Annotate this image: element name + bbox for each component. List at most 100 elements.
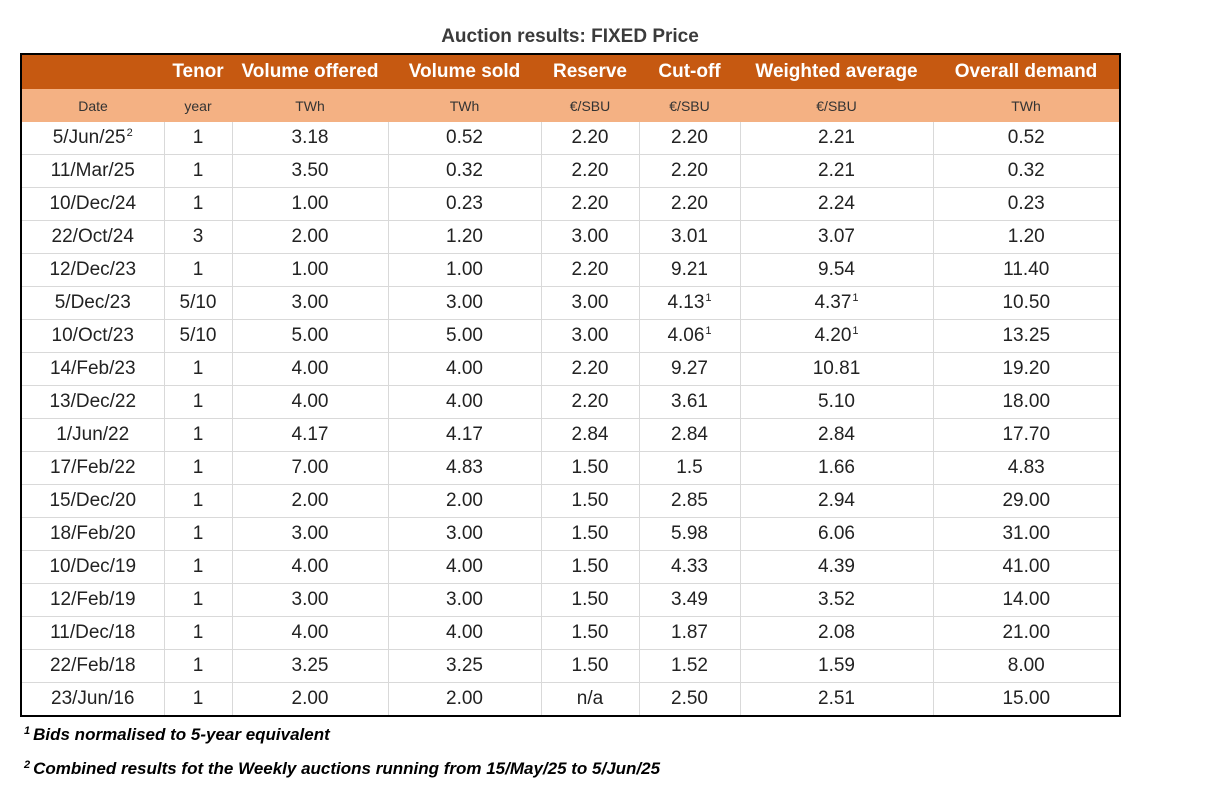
cell-value: 3.00 (446, 523, 483, 544)
cell-value: 1 (192, 688, 204, 709)
cell-value: 2.20 (571, 160, 609, 181)
cell-value: 4.17 (446, 424, 483, 445)
cell-value: 9.21 (671, 259, 708, 280)
cutoff-cell: 2.84 (639, 418, 741, 452)
cell-value: 3.00 (571, 292, 609, 313)
cutoff-cell: 2.85 (639, 484, 741, 518)
cell-value: 1.50 (571, 523, 609, 544)
overall-demand-cell: 4.83 (933, 451, 1120, 485)
cell-value: 14.00 (1002, 589, 1051, 610)
tenor-cell: 1 (164, 484, 233, 518)
cell-value: 0.32 (1007, 160, 1045, 181)
footnote-text: Combined results fot the Weekly auctions… (33, 759, 661, 778)
cell-value: 1.50 (571, 655, 609, 676)
reserve-cell: 3.00 (541, 319, 640, 353)
cell-value: 15/Dec/20 (49, 490, 137, 511)
tenor-cell: 1 (164, 649, 233, 683)
cell-value: 2.00 (446, 688, 483, 709)
volume-sold-cell: 2.00 (388, 682, 542, 716)
cell-value: 3.25 (291, 655, 329, 676)
cutoff-cell: 4.33 (639, 550, 741, 584)
date-cell: 17/Feb/22 (21, 451, 165, 485)
date-cell: 22/Oct/24 (21, 220, 165, 254)
reserve-cell: 3.00 (541, 220, 640, 254)
footnote-ref: 2 (126, 127, 133, 139)
cell-value: 4.83 (446, 457, 483, 478)
footnote-ref: 1 (852, 325, 859, 337)
cutoff-cell: 1.52 (639, 649, 741, 683)
cell-value: 4.00 (291, 622, 329, 643)
cell-value: 2.24 (818, 193, 855, 214)
cell-value: 21.00 (1002, 622, 1051, 643)
volume-offered-cell: 3.25 (232, 649, 389, 683)
weighted-average-cell: 9.54 (740, 253, 934, 287)
cell-value: 5/10 (179, 292, 217, 313)
cell-value: 1.20 (1007, 226, 1045, 247)
cell-value: 1 (192, 523, 204, 544)
volume-offered-cell: 2.00 (232, 220, 389, 254)
tenor-cell: 1 (164, 385, 233, 419)
cell-value: 4.33 (671, 556, 708, 577)
table-row: 1/Jun/22 1 4.17 4.17 2.84 2.84 2.84 17.70 (21, 418, 1120, 452)
cell-value: 14/Feb/23 (49, 358, 136, 379)
cell-value: 3.00 (291, 292, 329, 313)
cell-value: 0.32 (446, 160, 483, 181)
overall-demand-cell: 31.00 (933, 517, 1120, 551)
cell-value: 1 (192, 655, 204, 676)
weighted-average-cell: 5.10 (740, 385, 934, 419)
date-cell: 10/Oct/23 (21, 319, 165, 353)
cutoff-cell: 3.61 (639, 385, 741, 419)
column-header: Tenor (164, 54, 232, 89)
cell-value: 22/Feb/18 (49, 655, 136, 676)
weighted-average-cell: 6.06 (740, 517, 934, 551)
table-row: 11/Mar/25 1 3.50 0.32 2.20 2.20 2.21 0.32 (21, 154, 1120, 188)
reserve-cell: 1.50 (541, 484, 640, 518)
cell-value: 17/Feb/22 (49, 457, 136, 478)
cell-value: 3.61 (671, 391, 708, 412)
cutoff-cell: 2.20 (639, 154, 741, 188)
cell-value: 9.27 (671, 358, 708, 379)
weighted-average-cell: 4.371 (740, 286, 934, 320)
date-cell: 11/Dec/18 (21, 616, 165, 650)
cutoff-cell: 9.21 (639, 253, 741, 287)
cell-value: 41.00 (1002, 556, 1051, 577)
cell-value: 1 (192, 490, 204, 511)
header-row: Tenor Volume offered Volume sold Reserve… (21, 54, 1120, 89)
cell-value: 4.20 (814, 325, 852, 346)
cell-value: 2.08 (818, 622, 855, 643)
footnote-2: 2 Combined results fot the Weekly auction… (24, 759, 660, 779)
weighted-average-cell: 3.07 (740, 220, 934, 254)
cell-value: 11/Dec/18 (50, 622, 136, 643)
volume-offered-cell: 5.00 (232, 319, 389, 353)
table-row: 5/Jun/252 1 3.18 0.52 2.20 2.20 2.21 0.52 (21, 122, 1120, 155)
volume-offered-cell: 4.00 (232, 616, 389, 650)
reserve-cell: n/a (541, 682, 640, 716)
overall-demand-cell: 11.40 (933, 253, 1120, 287)
tenor-cell: 1 (164, 451, 233, 485)
cell-value: 1 (192, 424, 204, 445)
cell-value: 3.18 (291, 127, 329, 148)
column-header (21, 54, 164, 89)
weighted-average-cell: 10.81 (740, 352, 934, 386)
overall-demand-cell: 0.32 (933, 154, 1120, 188)
reserve-cell: 1.50 (541, 583, 640, 617)
weighted-average-cell: 4.39 (740, 550, 934, 584)
table-row: 15/Dec/20 1 2.00 2.00 1.50 2.85 2.94 29.00 (21, 484, 1120, 518)
date-cell: 12/Dec/23 (21, 253, 165, 287)
cell-value: 1.52 (671, 655, 708, 676)
table-row: 14/Feb/23 1 4.00 4.00 2.20 9.27 10.81 19.20 (21, 352, 1120, 386)
reserve-cell: 2.84 (541, 418, 640, 452)
reserve-cell: 2.20 (541, 352, 640, 386)
cell-value: 1.20 (446, 226, 483, 247)
cell-value: 2.84 (571, 424, 609, 445)
cell-value: 0.52 (446, 127, 483, 148)
cell-value: 5.10 (818, 391, 855, 412)
volume-sold-cell: 4.00 (388, 352, 542, 386)
cell-value: 18.00 (1002, 391, 1051, 412)
volume-offered-cell: 3.00 (232, 583, 389, 617)
cell-value: 2.20 (671, 193, 708, 214)
cell-value: 22/Oct/24 (51, 226, 134, 247)
tenor-cell: 5/10 (164, 286, 233, 320)
overall-demand-cell: 21.00 (933, 616, 1120, 650)
cutoff-cell: 2.20 (639, 187, 741, 221)
